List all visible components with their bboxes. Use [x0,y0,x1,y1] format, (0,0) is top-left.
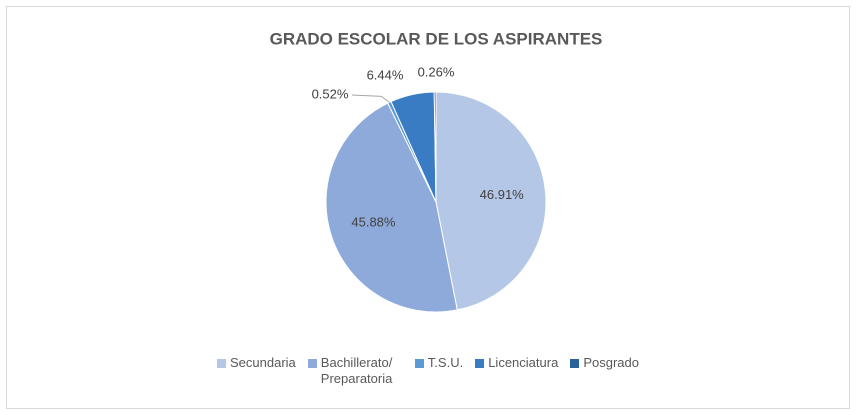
legend-label: Licenciatura [488,355,559,370]
data-label: 0.26% [418,64,455,79]
data-label: 6.44% [367,67,404,82]
legend-item: Secundaria [217,355,296,387]
legend-label: Bachillerato/ Preparatoria [320,355,393,386]
data-label: 46.91% [480,187,525,202]
legend-swatch [217,359,227,368]
legend-item: T.S.U. [414,355,464,387]
legend-swatch [475,359,485,368]
legend-item: Bachillerato/ Preparatoria [307,355,403,387]
data-label: 0.52% [312,86,349,101]
pie-slice [433,91,437,203]
legend-label: Posgrado [583,355,639,370]
pie-slice [435,91,547,311]
legend-item: Posgrado [570,355,639,387]
legend: Secundaria Bachillerato/ Preparatoria T.S.… [0,355,856,387]
legend-item: Licenciatura [475,355,558,387]
data-label: 45.88% [351,214,396,229]
legend-label: Secundaria [230,355,296,370]
legend-swatch [570,359,580,368]
chart-title: GRADO ESCOLAR DE LOS ASPIRANTES [270,29,603,48]
legend-swatch [414,359,424,368]
pie-slice [325,102,458,313]
legend-swatch [307,359,317,368]
legend-label: T.S.U. [427,355,464,370]
leader-line [351,94,390,103]
